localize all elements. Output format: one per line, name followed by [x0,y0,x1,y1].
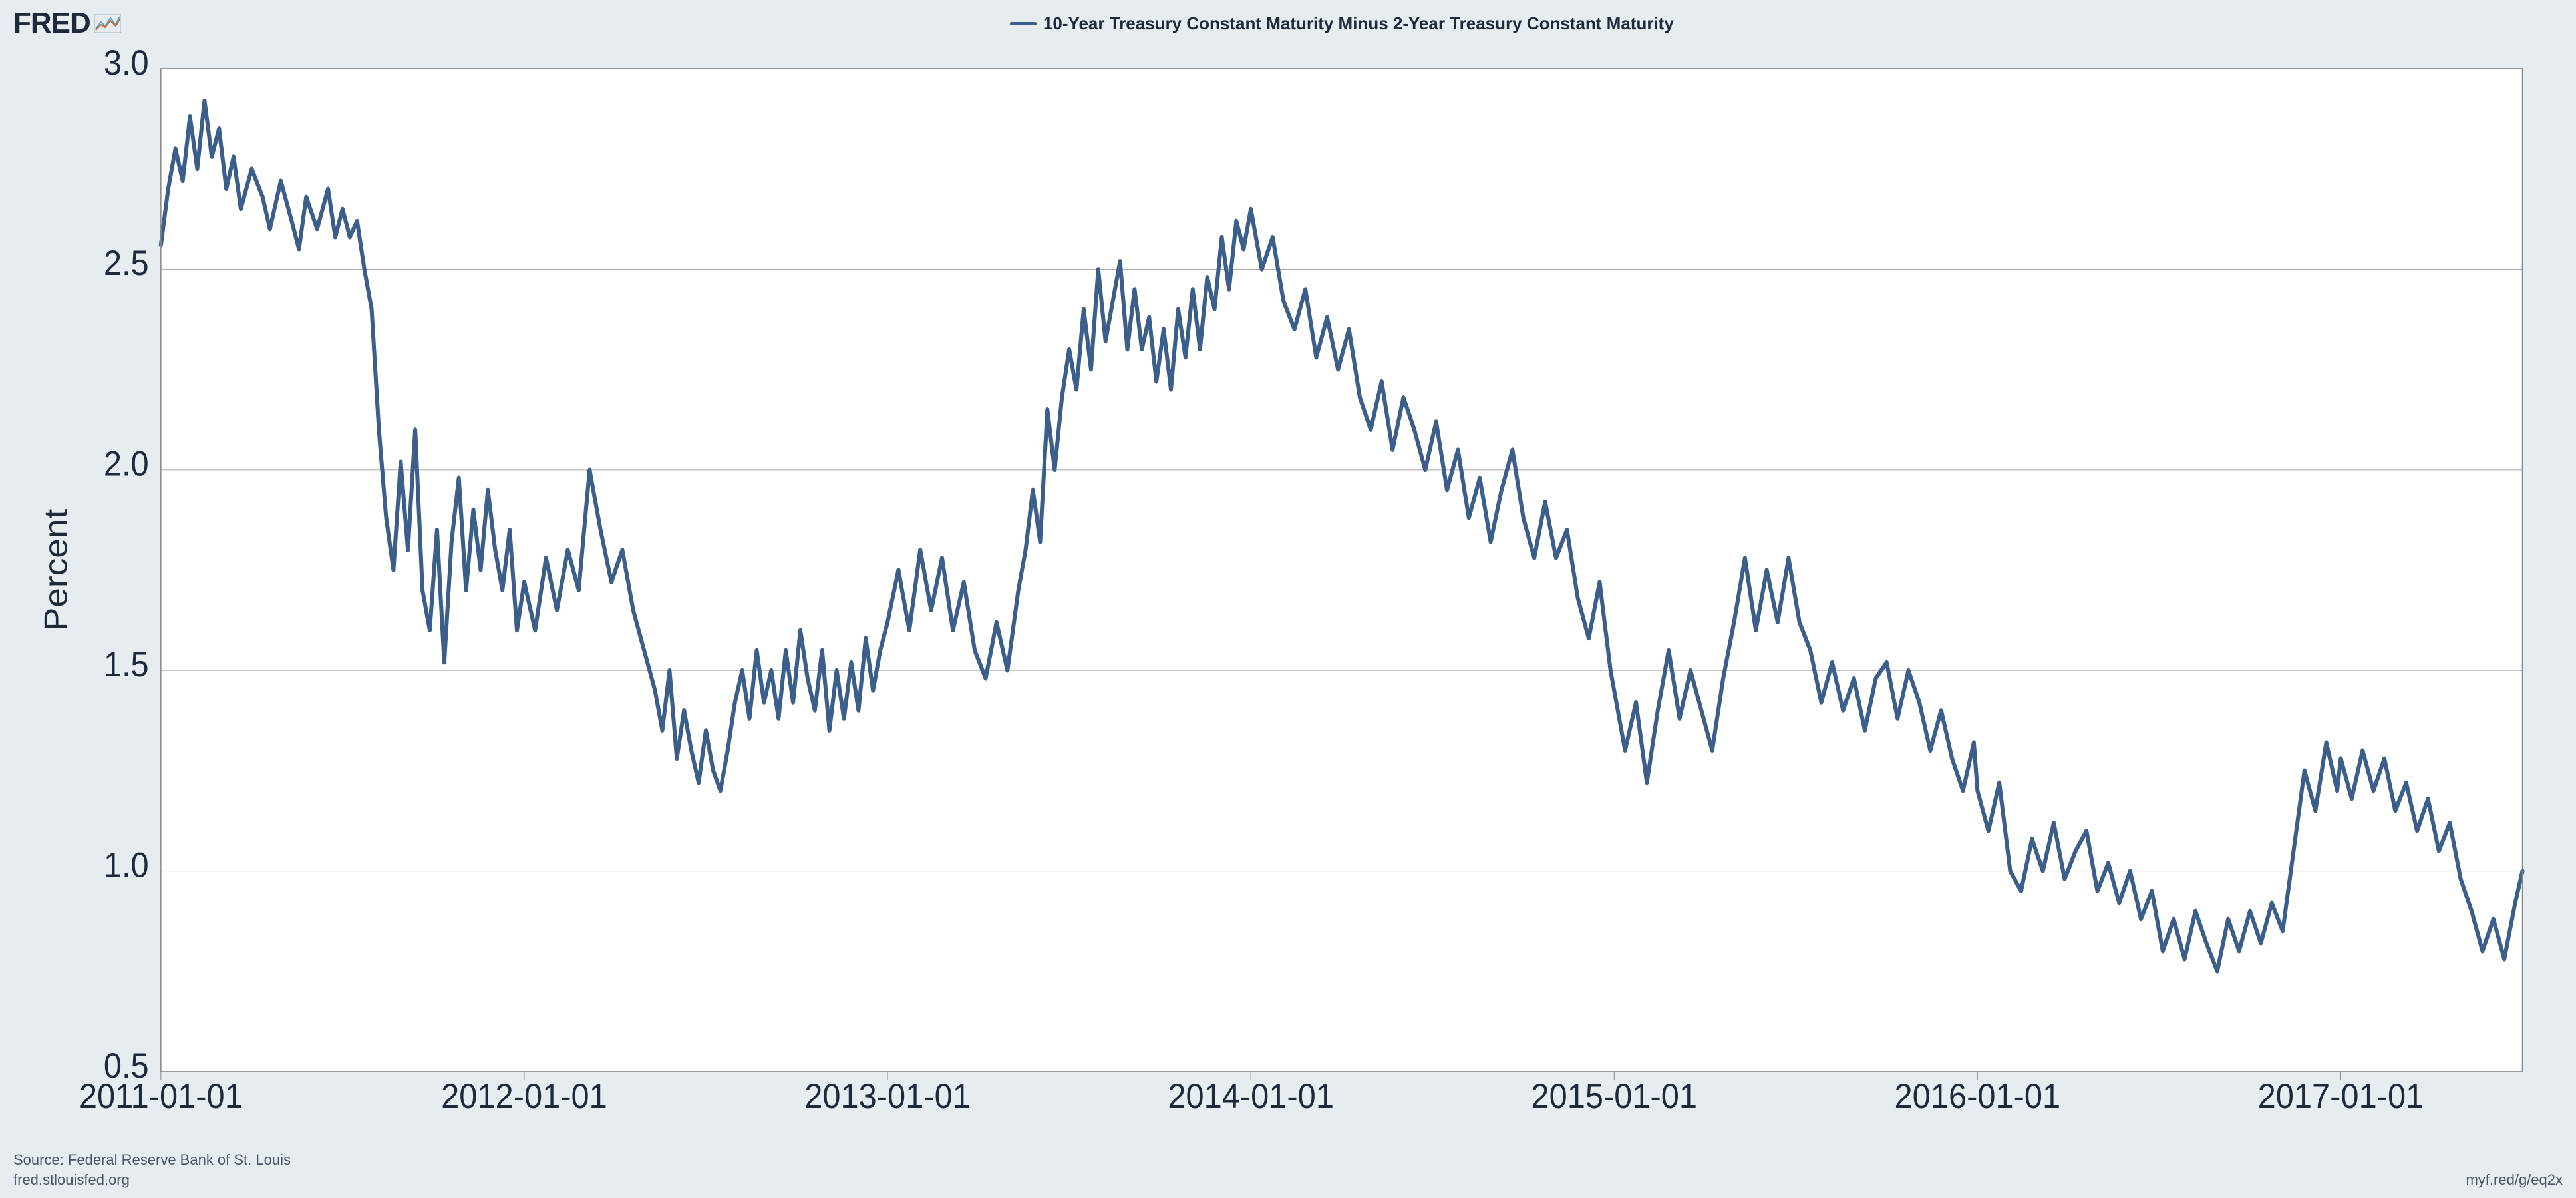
chart-legend: 10-Year Treasury Constant Maturity Minus… [121,13,2563,34]
legend-label: 10-Year Treasury Constant Maturity Minus… [1043,13,1674,34]
svg-text:2015-01-01: 2015-01-01 [1531,1076,1697,1115]
svg-text:2011-01-01: 2011-01-01 [79,1076,243,1115]
site-text: fred.stlouisfed.org [13,1171,291,1189]
svg-text:Percent: Percent [38,509,74,631]
legend-line-icon [1010,22,1037,25]
svg-text:1.5: 1.5 [104,644,149,684]
svg-text:1.0: 1.0 [104,845,149,884]
svg-text:2.5: 2.5 [104,243,149,282]
chart-container: 0.51.01.52.02.53.02011-01-012012-01-0120… [13,47,2563,1145]
svg-text:2012-01-01: 2012-01-01 [441,1076,607,1115]
svg-text:2014-01-01: 2014-01-01 [1168,1076,1334,1115]
source-text: Source: Federal Reserve Bank of St. Loui… [13,1151,291,1169]
shortlink-text: myf.red/g/eq2x [2466,1171,2563,1188]
fred-logo-icon [94,14,121,33]
svg-text:2016-01-01: 2016-01-01 [1895,1076,2061,1115]
svg-text:2.0: 2.0 [104,444,149,483]
svg-text:3.0: 3.0 [104,47,149,82]
fred-logo: FRED [13,7,121,40]
line-chart: 0.51.01.52.02.53.02011-01-012012-01-0120… [13,47,2563,1145]
svg-text:2013-01-01: 2013-01-01 [804,1076,971,1115]
svg-text:2017-01-01: 2017-01-01 [2258,1076,2424,1115]
logo-text: FRED [13,7,90,40]
